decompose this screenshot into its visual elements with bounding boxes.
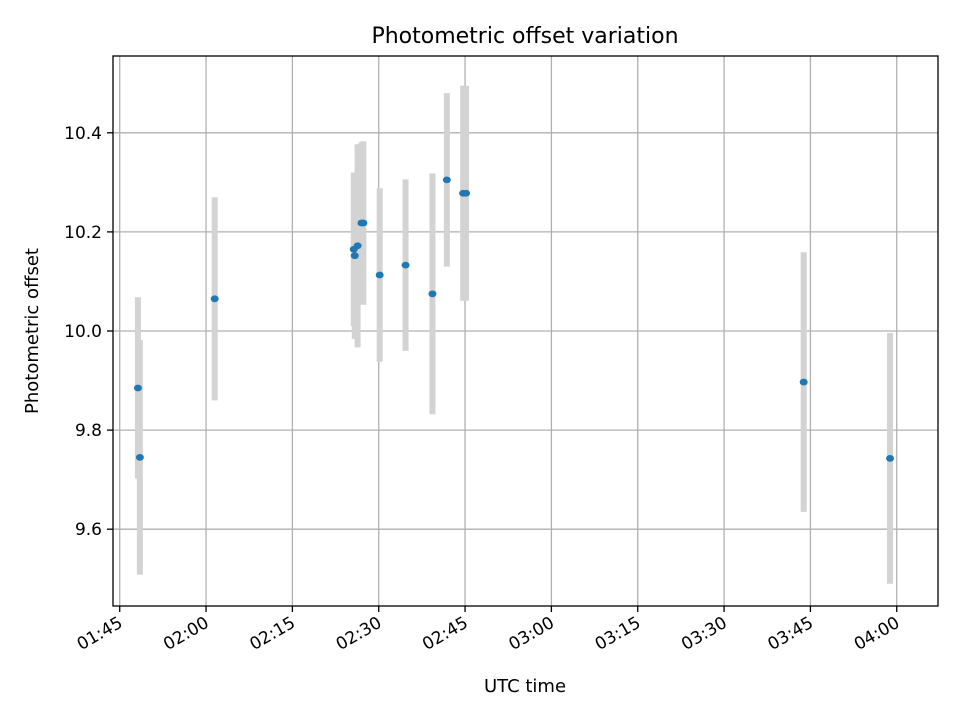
x-tick-label: 03:45 [764, 613, 816, 655]
y-tick-label: 9.6 [75, 520, 102, 540]
x-tick-label: 03:15 [592, 613, 644, 655]
x-tick-label: 04:00 [851, 613, 903, 655]
x-axis-label: UTC time [484, 676, 566, 697]
y-axis-label: Photometric offset [22, 248, 43, 414]
axis-ticks: 01:45 02:00 02:15 02:30 02:45 03:00 03:15 03:30… [64, 124, 903, 655]
data-point [401, 261, 410, 269]
data-point [375, 271, 384, 279]
data-points [133, 176, 895, 462]
data-point [428, 290, 437, 298]
data-point [359, 219, 368, 227]
error-bars [134, 85, 894, 584]
x-tick-label: 01:45 [74, 613, 126, 655]
y-tick-label: 10.4 [64, 124, 102, 144]
data-point [210, 295, 219, 303]
x-tick-label: 02:30 [333, 613, 385, 655]
data-point [799, 378, 808, 386]
x-tick-label: 03:30 [678, 613, 730, 655]
data-point [350, 252, 359, 260]
data-point [353, 242, 362, 250]
grid [113, 56, 938, 606]
x-tick-label: 02:15 [246, 613, 298, 655]
data-point [442, 176, 451, 184]
data-point [133, 384, 142, 392]
data-point [886, 454, 895, 462]
chart-title: Photometric offset variation [371, 24, 678, 49]
y-tick-label: 9.8 [75, 421, 102, 441]
data-point [462, 189, 471, 197]
y-tick-label: 10.0 [64, 322, 102, 342]
data-point [135, 453, 144, 461]
x-tick-label: 02:00 [160, 613, 212, 655]
x-tick-label: 02:45 [419, 613, 471, 655]
plot-area-frame [112, 55, 939, 607]
y-tick-label: 10.2 [64, 223, 102, 243]
x-tick-label: 03:00 [505, 613, 557, 655]
